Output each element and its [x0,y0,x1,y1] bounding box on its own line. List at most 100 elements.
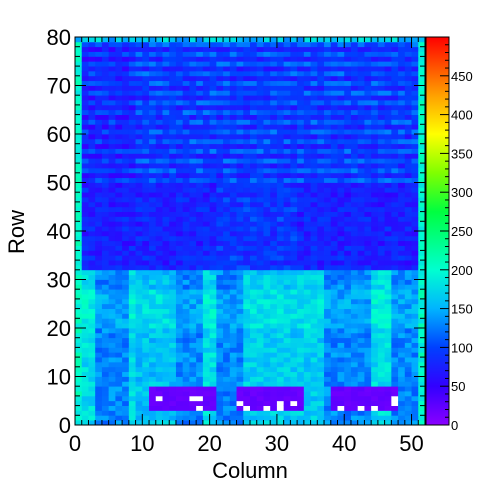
heatmap-cell [371,386,379,392]
heatmap-cell [81,347,89,353]
heatmap-cell [223,221,231,227]
heatmap-cell [377,279,386,285]
heatmap-cell [263,323,271,329]
heatmap-cell [377,153,386,159]
heatmap-cell [297,90,305,96]
heatmap-cell [337,56,345,62]
heatmap-cell [95,216,103,222]
heatmap-cell [223,303,231,309]
heatmap-cell [149,90,157,96]
heatmap-cell [283,308,291,314]
heatmap-cell [175,51,184,57]
heatmap-cell [81,129,89,135]
heatmap-cell [81,158,89,164]
heatmap-cell [411,284,419,290]
heatmap-cell [142,231,150,237]
heatmap-cell [162,148,170,154]
heatmap-cell [155,361,163,368]
heatmap-cell [101,308,110,314]
heatmap-cell [357,226,365,232]
heatmap-cell [202,386,211,392]
heatmap-cell [95,371,103,377]
heatmap-cell [108,328,116,334]
heatmap-cell [229,153,237,159]
heatmap-cell [398,269,406,276]
heatmap-cell [155,109,163,115]
heatmap-cell [391,104,399,111]
heatmap-cell [337,134,345,140]
heatmap-cell [135,255,143,261]
heatmap-cell [411,104,419,111]
heatmap-cell [344,163,352,169]
heatmap-cell [175,337,184,343]
heatmap-cell [209,357,217,363]
heatmap-cell [88,46,96,52]
heatmap-cell [236,211,244,217]
heatmap-cell [209,56,217,62]
heatmap-cell [303,386,311,392]
heatmap-cell [283,366,291,373]
heatmap-cell [182,298,190,305]
heatmap-cell [115,274,123,280]
heatmap-cell [75,381,83,387]
heatmap-cell [175,313,184,319]
heatmap-cell [223,201,231,208]
heatmap-cell [128,395,136,402]
heatmap-cell [122,46,130,52]
heatmap-cell [189,158,197,164]
heatmap-cell [216,279,224,285]
heatmap-cell [202,119,211,125]
heatmap-cell [377,201,386,208]
heatmap-cell [384,70,392,77]
heatmap-cell [290,66,298,72]
heatmap-cell [81,153,89,159]
heatmap-cell [169,255,177,261]
heatmap-cell [142,143,150,149]
heatmap-cell [175,250,184,256]
heatmap-cell [324,61,332,67]
heatmap-cell [108,352,116,358]
heatmap-cell [377,342,386,348]
heatmap-cell [404,172,412,179]
heatmap-cell [95,226,103,232]
heatmap-cell [256,303,264,309]
heatmap-cell [229,177,237,183]
heatmap-cell [108,114,116,120]
heatmap-cell [135,221,143,227]
heatmap-cell [88,104,96,111]
heatmap-cell [108,381,116,387]
heatmap-cell [209,95,217,101]
heatmap-cell [371,124,379,130]
heatmap-cell [317,371,325,377]
heatmap-cell [115,134,123,140]
heatmap-cell [202,95,211,101]
heatmap-cell [135,342,143,348]
heatmap-cell [270,294,278,300]
heatmap-cell [115,260,123,266]
heatmap-cell [175,114,184,120]
heatmap-cell [182,177,190,183]
heatmap-cell [337,104,345,111]
heatmap-cell [290,119,298,125]
heatmap-cell [256,211,264,217]
heatmap-cell [411,303,419,309]
heatmap-cell [202,235,211,242]
heatmap-cell [243,245,251,251]
heatmap-cell [350,323,359,329]
heatmap-cell [122,289,130,295]
heatmap-cell [371,245,379,251]
heatmap-cell [303,328,311,334]
heatmap-cell [357,303,365,309]
heatmap-cell [108,347,116,353]
heatmap-cell [330,231,338,237]
heatmap-cell [250,245,258,251]
heatmap-cell [236,410,244,416]
heatmap-cell [88,124,96,130]
heatmap-cell [75,323,83,329]
heatmap-cell [101,104,110,111]
heatmap-cell [297,313,305,319]
heatmap-cell [377,361,386,368]
heatmap-cell [310,167,318,174]
heatmap-cell [142,201,150,208]
heatmap-cell [229,100,237,106]
